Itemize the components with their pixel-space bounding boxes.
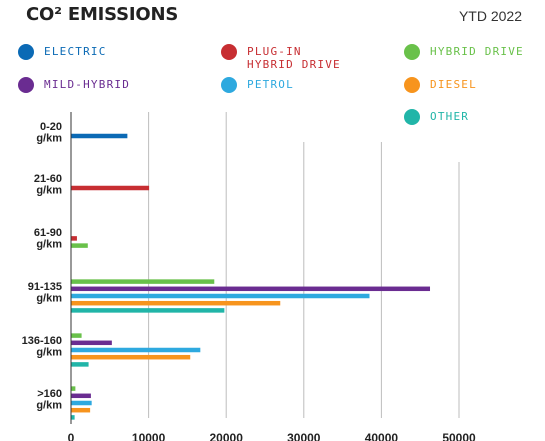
category-label: g/km [36, 133, 62, 145]
bar [71, 333, 82, 338]
legend-label: OTHER [430, 110, 470, 123]
category-label: 21-60 [34, 173, 62, 185]
legend-label: MILD-HYBRID [44, 78, 131, 91]
bar [71, 407, 91, 413]
legend-swatch [18, 44, 34, 60]
bar [71, 400, 92, 406]
bar [71, 386, 76, 391]
legend-item: DIESEL [404, 77, 477, 93]
bar [71, 293, 370, 299]
bar [71, 286, 431, 292]
legend-item: HYBRID DRIVE [404, 44, 524, 60]
legend-label: PETROL [247, 78, 294, 91]
legend-label: PLUG-IN HYBRID DRIVE [247, 45, 341, 71]
chart-title: CO² EMISSIONS [26, 4, 179, 25]
legend-swatch [404, 77, 420, 93]
bar [71, 362, 89, 367]
legend-label: ELECTRIC [44, 45, 107, 58]
category-label: g/km [36, 293, 62, 305]
category-label: 91-135 [28, 281, 62, 293]
bar [71, 308, 225, 313]
category-label: g/km [36, 400, 62, 412]
legend-item: PLUG-IN HYBRID DRIVE [221, 44, 341, 71]
bar [71, 354, 191, 360]
bar [71, 236, 77, 241]
bar [71, 415, 75, 420]
x-tick-label: 50000 [442, 431, 476, 441]
x-tick-label: 0 [68, 431, 75, 441]
x-tick-label: 30000 [287, 431, 321, 441]
legend-swatch [18, 77, 34, 93]
legend-swatch [221, 77, 237, 93]
bar [71, 340, 112, 346]
category-label: 0-20 [40, 121, 62, 133]
category-label: g/km [36, 185, 62, 197]
bar [71, 300, 281, 306]
legend-item: MILD-HYBRID [18, 77, 130, 93]
legend-label: DIESEL [430, 78, 477, 91]
bar [71, 185, 150, 191]
category-label: >160 [37, 388, 62, 400]
legend-item: ELECTRIC [18, 44, 107, 60]
category-label: g/km [36, 347, 62, 359]
x-tick-label: 40000 [365, 431, 399, 441]
x-tick-label: 20000 [210, 431, 244, 441]
legend-label: HYBRID DRIVE [430, 45, 524, 58]
bar [71, 347, 201, 353]
category-label: 61-90 [34, 227, 62, 239]
x-tick-label: 10000 [132, 431, 166, 441]
legend-swatch [404, 44, 420, 60]
legend-item: OTHER [404, 109, 469, 125]
bar [71, 243, 88, 248]
period-label: YTD 2022 [458, 8, 522, 24]
legend-swatch [404, 109, 420, 125]
category-label: g/km [36, 239, 62, 251]
bar [71, 133, 128, 139]
bar [71, 279, 215, 284]
bar [71, 393, 91, 399]
legend-item: PETROL [221, 77, 294, 93]
category-label: 136-160 [22, 335, 62, 347]
legend-swatch [221, 44, 237, 60]
